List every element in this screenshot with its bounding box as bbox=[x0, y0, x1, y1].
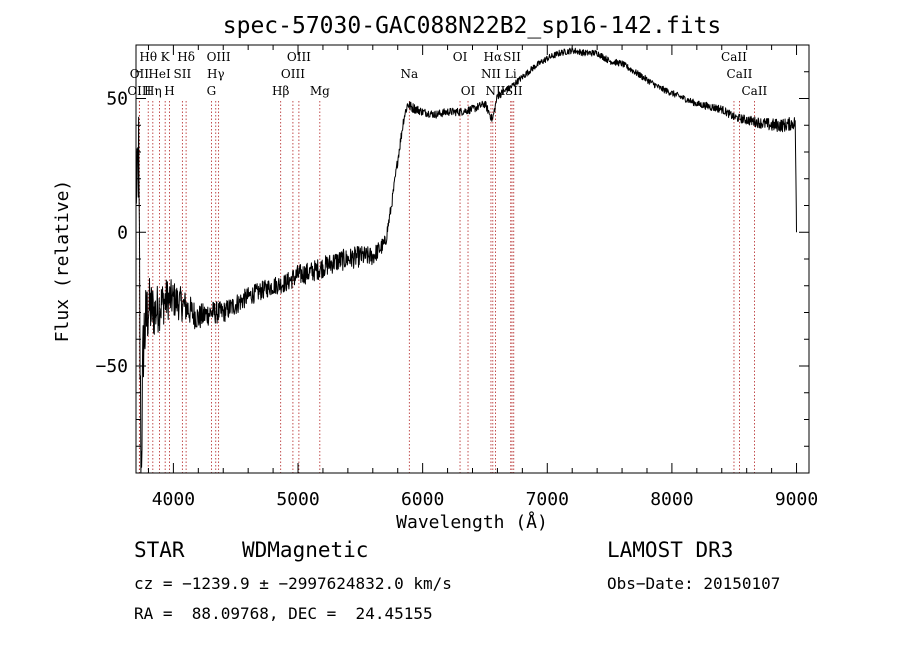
line-label-21: NII bbox=[485, 84, 505, 98]
line-label-17: OI bbox=[453, 50, 468, 64]
line-label-20: NII bbox=[481, 67, 501, 81]
line-label-10: Hγ bbox=[207, 67, 225, 81]
line-label-13: OIII bbox=[281, 67, 305, 81]
redshift-line: cz = −1239.9 ± −2997624832.0 km/s bbox=[134, 574, 452, 593]
line-label-27: CaII bbox=[741, 84, 767, 98]
x-tick-label-9000: 9000 bbox=[775, 489, 818, 510]
line-label-25: CaII bbox=[721, 50, 747, 64]
line-label-7: SII bbox=[174, 67, 192, 81]
spectrum-series bbox=[135, 47, 797, 474]
x-tick-label-5000: 5000 bbox=[276, 489, 319, 510]
line-label-14: OIII bbox=[287, 50, 311, 64]
y-axis-label: Flux (relative) bbox=[52, 180, 73, 343]
line-label-22: SII bbox=[503, 50, 521, 64]
spectrum-line bbox=[135, 47, 797, 474]
line-label-15: Mg bbox=[310, 84, 330, 98]
obs-date: Obs−Date: 20150107 bbox=[607, 574, 781, 593]
x-tick-label-6000: 6000 bbox=[401, 489, 444, 510]
x-tick-label-7000: 7000 bbox=[526, 489, 569, 510]
line-label-6: H bbox=[164, 84, 174, 98]
survey-name: LAMOST DR3 bbox=[607, 538, 734, 562]
chart-axes: 4000 5000 6000 7000 8000 9000 −50 0 50 bbox=[95, 44, 818, 510]
line-label-1: OII bbox=[130, 67, 150, 81]
chart-title: spec-57030-GAC088N22B2_sp16-142.fits bbox=[223, 13, 722, 39]
line-label-23: Li bbox=[505, 67, 517, 81]
line-label-19: Hα bbox=[484, 50, 503, 64]
line-label-16: Na bbox=[400, 67, 418, 81]
line-label-26: CaII bbox=[727, 67, 753, 81]
x-tick-label-8000: 8000 bbox=[650, 489, 693, 510]
object-type: STAR bbox=[134, 538, 185, 562]
line-label-9: OIII bbox=[207, 50, 231, 64]
x-axis-label: Wavelength (Å) bbox=[396, 511, 548, 533]
line-label-4: HeI bbox=[148, 67, 171, 81]
line-label-3: Hη bbox=[144, 84, 162, 98]
line-label-2: OIII bbox=[127, 84, 151, 98]
y-tick-label-0: 0 bbox=[117, 222, 128, 243]
line-label-0: Hθ bbox=[139, 50, 157, 64]
line-label-18: OI bbox=[461, 84, 476, 98]
line-label-12: Hβ bbox=[272, 84, 289, 98]
x-tick-label-4000: 4000 bbox=[152, 489, 195, 510]
line-label-5: K bbox=[161, 50, 171, 64]
line-label-11: G bbox=[207, 84, 217, 98]
line-label-8: Hδ bbox=[177, 50, 195, 64]
y-tick-label--50: −50 bbox=[95, 356, 128, 377]
line-label-24: SII bbox=[505, 84, 523, 98]
coordinates: RA = 88.09768, DEC = 24.45155 bbox=[134, 604, 433, 623]
object-subclass: WDMagnetic bbox=[242, 538, 369, 562]
y-tick-label-50: 50 bbox=[106, 89, 128, 110]
